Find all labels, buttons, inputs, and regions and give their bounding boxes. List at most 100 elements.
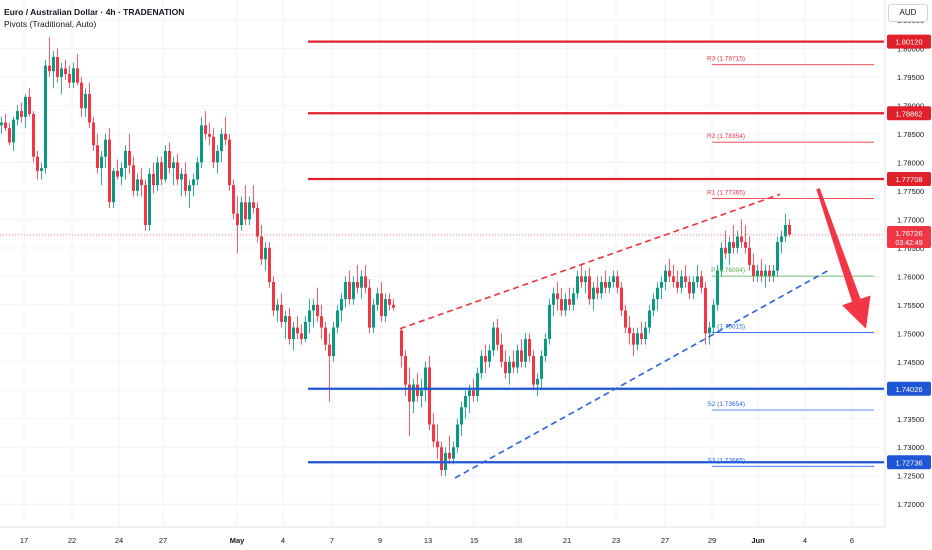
candle-body — [8, 128, 11, 143]
candle-body — [628, 327, 631, 334]
pivot-label-r1: R1 (1.77365) — [707, 190, 745, 197]
candle-body — [80, 82, 83, 109]
candle-body — [116, 170, 119, 177]
y-tick-label: 1.74500 — [897, 358, 924, 367]
pivot-label-r3: R3 (1.79715) — [707, 56, 745, 63]
x-tick-label: 27 — [159, 536, 167, 545]
candle-body — [584, 276, 587, 283]
candle-body — [380, 293, 383, 317]
candle-body — [556, 293, 559, 300]
x-tick-label: 15 — [470, 536, 478, 545]
y-tick-label: 1.73500 — [897, 415, 924, 424]
candle-body — [520, 350, 523, 362]
level-price-tag — [887, 106, 931, 121]
candle-body — [600, 282, 603, 294]
candle-body — [532, 356, 535, 385]
x-tick-label: 9 — [378, 536, 382, 545]
candle-body — [712, 304, 715, 328]
down-arrow-icon — [816, 188, 871, 329]
candle-body — [548, 304, 551, 339]
candle-body — [252, 202, 255, 208]
y-axis[interactable]: 1.720001.725001.730001.735001.740001.745… — [884, 0, 924, 527]
candle-body — [292, 327, 295, 339]
candle-body — [272, 282, 275, 311]
candle-body — [236, 213, 239, 226]
candle-body — [388, 299, 391, 305]
candle-body — [564, 299, 567, 311]
level-price-text: 1.74026 — [895, 385, 922, 394]
candle-body — [192, 179, 195, 186]
candle-body — [356, 282, 359, 288]
candle-body — [284, 316, 287, 322]
candle-body — [772, 270, 775, 277]
x-tick-label: 17 — [20, 536, 28, 545]
candle-body — [640, 333, 643, 339]
candle-body — [320, 316, 323, 328]
candle-body — [332, 327, 335, 357]
candle-body — [708, 327, 711, 334]
pivot-label-s1: (1.75015) — [717, 323, 745, 330]
candle-body — [224, 133, 227, 140]
currency-button[interactable]: AUD — [888, 4, 928, 22]
candle-body — [468, 390, 471, 396]
y-tick-label: 1.79000 — [897, 101, 924, 110]
candle-body — [412, 384, 415, 402]
candle-body — [264, 247, 267, 260]
candle-body — [596, 287, 599, 294]
trend-channel — [399, 193, 831, 479]
y-tick-label: 1.72000 — [897, 500, 924, 509]
y-tick-label: 1.73000 — [897, 443, 924, 452]
candle-body — [372, 304, 375, 328]
y-tick-label: 1.80000 — [897, 44, 924, 53]
candle-body — [776, 242, 779, 271]
level-price-tag — [887, 455, 931, 470]
candle-body — [728, 242, 731, 254]
pivot-label-r2: R2 (1.78354) — [707, 133, 745, 140]
indicator-label[interactable]: Pivots (Traditional, Auto) — [4, 19, 97, 29]
candle-body — [652, 299, 655, 311]
candle-body — [724, 247, 727, 254]
candle-body — [536, 378, 539, 385]
level-price-tag — [887, 381, 931, 396]
candle-body — [304, 321, 307, 339]
candle-body — [616, 276, 619, 288]
candle-body — [168, 150, 171, 169]
candle-body — [96, 145, 99, 169]
candle-body — [144, 185, 147, 226]
candle-body — [140, 179, 143, 186]
grid — [0, 0, 884, 527]
candle-body — [424, 367, 427, 391]
x-tick-label: May — [230, 536, 245, 545]
symbol-title[interactable]: Euro / Australian Dollar · 4h · TRADENAT… — [4, 7, 185, 17]
y-tick-label: 1.75000 — [897, 329, 924, 338]
candle-body — [200, 125, 203, 163]
x-tick-label: 21 — [563, 536, 571, 545]
candle-body — [768, 270, 771, 277]
pivot-label-s3: S3 (1.72665) — [707, 457, 745, 464]
candle-body — [512, 361, 515, 368]
candle-body — [460, 407, 463, 425]
candle-body — [688, 282, 691, 294]
candle-body — [108, 139, 111, 203]
candle-body — [784, 225, 787, 237]
candle-body — [448, 452, 451, 459]
candle-body — [32, 113, 35, 157]
pivot-label-s2: S2 (1.73654) — [707, 401, 745, 408]
candle-body — [216, 150, 219, 163]
candle-body — [208, 133, 211, 137]
candle-body — [24, 96, 27, 117]
candle-body — [572, 293, 575, 305]
candle-body — [524, 338, 527, 362]
candle-body — [464, 395, 467, 408]
candle-body — [580, 276, 583, 283]
last-price-tag — [887, 225, 931, 248]
channel-lower-line — [454, 268, 831, 479]
candle-body — [632, 333, 635, 345]
level-price-text: 1.77708 — [895, 175, 922, 184]
x-axis[interactable]: 17 22 24 27 May 4 7 9 13 15 18 21 23 27 29 Jun 4 6 — [0, 526, 885, 545]
candle-body — [452, 447, 455, 459]
candle-body — [100, 156, 103, 169]
candle-body — [476, 373, 479, 396]
candle-body — [220, 133, 223, 151]
